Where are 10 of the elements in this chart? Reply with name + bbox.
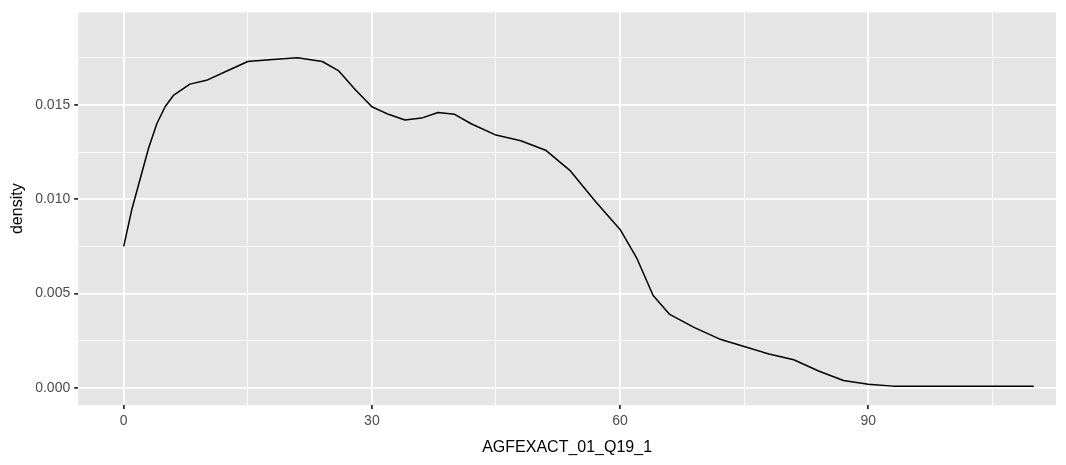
x-tick-label: 60	[612, 412, 629, 429]
y-tick-label: 0.005	[35, 284, 71, 301]
y-tick-label: 0.010	[35, 190, 71, 207]
y-axis-title: density	[8, 183, 26, 235]
y-tick-label: 0.000	[35, 378, 71, 395]
x-tick-label: 0	[119, 412, 128, 429]
x-tick-label: 90	[860, 412, 877, 429]
x-tick-label: 30	[364, 412, 380, 429]
x-axis-title: AGFEXACT_01_Q19_1	[482, 437, 653, 456]
y-tick-label: 0.015	[35, 95, 71, 112]
